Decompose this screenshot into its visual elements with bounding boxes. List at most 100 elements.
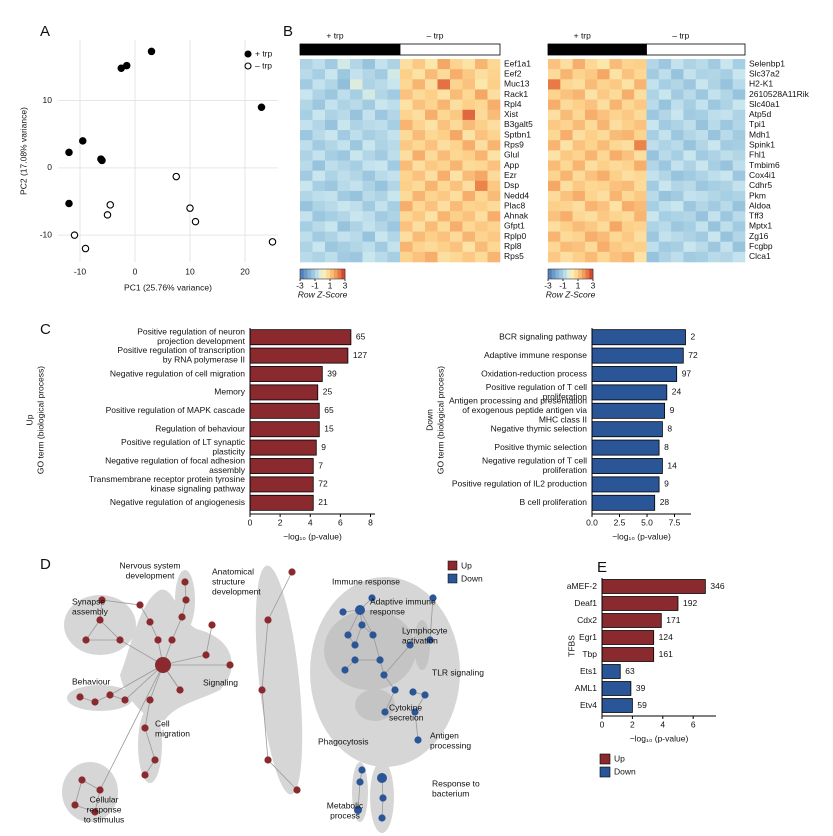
count-label: 28	[660, 497, 670, 507]
heat-cell	[683, 231, 697, 242]
heat-cell	[487, 231, 501, 242]
category-label: Regulation of behaviour	[155, 423, 245, 433]
heat-cell	[437, 99, 451, 111]
heat-cell	[708, 130, 721, 141]
heat-cell	[387, 99, 401, 111]
row-label: Muc13	[504, 79, 530, 89]
node	[377, 773, 387, 783]
heat-cell	[609, 231, 623, 242]
category-label: Etv4	[580, 700, 597, 710]
heat-cell	[671, 160, 684, 171]
node	[358, 621, 366, 629]
heat-cell	[400, 150, 413, 161]
heat-cell	[425, 180, 438, 192]
heat-cell	[584, 241, 598, 253]
heat-cell	[708, 231, 721, 242]
heat-cell	[658, 119, 672, 131]
heat-cell	[425, 160, 438, 171]
heat-cell	[560, 211, 573, 222]
heat-cell	[708, 99, 721, 111]
edge	[144, 727, 156, 761]
bar	[601, 664, 621, 679]
heat-cell	[375, 251, 388, 263]
heat-cell	[646, 170, 660, 182]
node	[98, 596, 106, 604]
heat-cell	[572, 170, 586, 182]
heat-cell	[350, 150, 363, 161]
heat-cell	[475, 251, 488, 263]
heat-cell	[708, 160, 721, 171]
row-label: 2610528A11Rik	[749, 89, 810, 99]
heat-cell	[560, 231, 573, 242]
heat-cell	[646, 89, 660, 100]
heat-cell	[350, 231, 363, 242]
colorbar-cell	[589, 269, 594, 279]
heat-cell	[312, 89, 326, 100]
heat-cell	[462, 79, 476, 90]
heat-cell	[720, 119, 733, 131]
heat-cell	[412, 150, 426, 161]
point	[106, 201, 115, 209]
heat-cell	[487, 241, 501, 253]
heat-cell	[609, 170, 623, 182]
category-label: Transmembrane receptor protein tyrosine	[89, 474, 245, 484]
point	[79, 137, 87, 145]
heat-cell	[732, 109, 746, 121]
heat-cell	[572, 251, 586, 263]
count-label: 39	[636, 683, 646, 693]
heat-cell	[312, 119, 326, 131]
heat-cell	[671, 150, 684, 161]
bar	[591, 494, 656, 511]
heat-cell	[437, 251, 451, 263]
row-label: Eef2	[504, 68, 522, 78]
cluster-label: migration	[155, 728, 190, 738]
heat-cell	[375, 109, 388, 121]
count-label: 8	[667, 423, 672, 433]
heat-cell	[400, 59, 413, 70]
heat-cell	[350, 180, 363, 192]
node	[78, 776, 86, 784]
heat-cell	[609, 119, 623, 131]
heat-cell	[671, 241, 684, 253]
heat-cell	[609, 89, 623, 100]
heat-cell	[325, 251, 338, 263]
x-axis-label: −log₁₀ (p-value)	[612, 531, 671, 541]
heat-cell	[683, 221, 697, 232]
x-axis-label: −log₁₀ (p-value)	[283, 531, 342, 541]
heat-cell	[475, 170, 488, 182]
heat-cell	[658, 150, 672, 161]
heat-cell	[362, 109, 376, 121]
heat-cell	[621, 140, 635, 151]
heat-cell	[572, 89, 586, 100]
heat-cell	[425, 231, 438, 242]
category-label: Negative regulation of angiogenesis	[110, 497, 245, 507]
category-label: Negative regulation of cell migration	[110, 368, 245, 378]
heat-cell	[362, 251, 376, 263]
heat-cell	[609, 190, 623, 202]
heat-cell	[708, 170, 721, 182]
heat-cell	[400, 99, 413, 111]
colorbar-cell	[563, 269, 568, 279]
heat-cell	[425, 140, 438, 151]
row-label: Fhl1	[749, 150, 766, 160]
count-label: 63	[625, 666, 635, 676]
y-tick-label: -10	[40, 229, 53, 239]
panel-letter: B	[283, 23, 293, 40]
heat-cell	[462, 160, 476, 171]
heat-cell	[720, 130, 733, 141]
y-axis-label: TFBS	[566, 635, 576, 657]
heat-cell	[548, 160, 561, 171]
heat-cell	[683, 251, 697, 263]
heat-cell	[350, 170, 363, 182]
heat-cell	[300, 79, 313, 90]
heat-cell	[658, 221, 672, 232]
x-tick-label: 6	[338, 517, 343, 527]
bar	[249, 476, 314, 493]
legend-swatch	[447, 560, 458, 571]
heat-cell	[487, 130, 501, 141]
heat-cell	[720, 241, 733, 253]
heat-cell	[375, 211, 388, 222]
heat-cell	[487, 221, 501, 232]
heat-cell	[695, 99, 709, 111]
